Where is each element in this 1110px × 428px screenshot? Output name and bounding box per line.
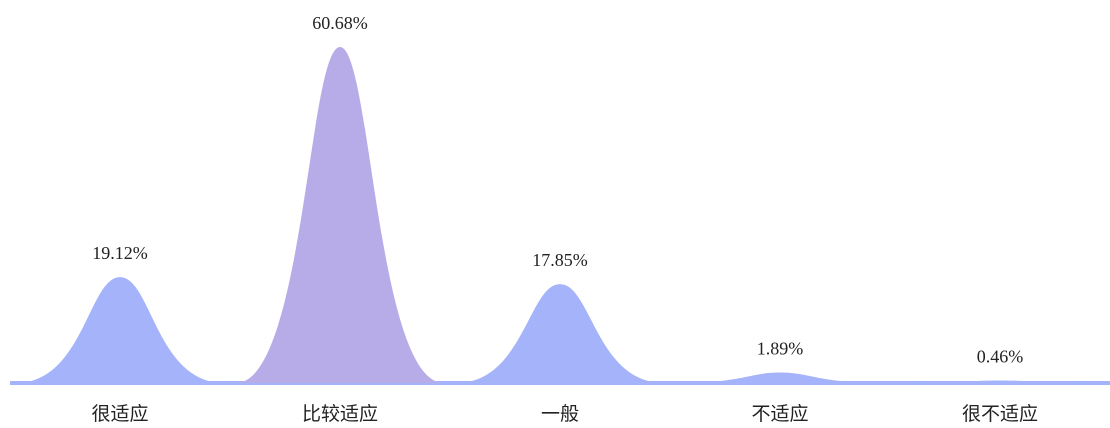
- peak-3: [456, 284, 664, 383]
- peak-1: [16, 277, 224, 383]
- category-label-4: 不适应: [751, 403, 808, 425]
- category-label-3: 一般: [541, 403, 579, 425]
- peak-2: [236, 47, 444, 383]
- value-label-2: 60.68%: [312, 13, 368, 33]
- category-label-2: 比较适应: [302, 403, 378, 425]
- value-label-1: 19.12%: [92, 243, 148, 263]
- category-label-5: 很不适应: [962, 403, 1038, 425]
- peak-5: [896, 380, 1104, 383]
- value-label-3: 17.85%: [532, 250, 588, 270]
- category-label-1: 很适应: [91, 403, 148, 425]
- value-label-5: 0.46%: [977, 346, 1024, 366]
- peak-4: [676, 372, 884, 383]
- value-label-4: 1.89%: [757, 339, 804, 359]
